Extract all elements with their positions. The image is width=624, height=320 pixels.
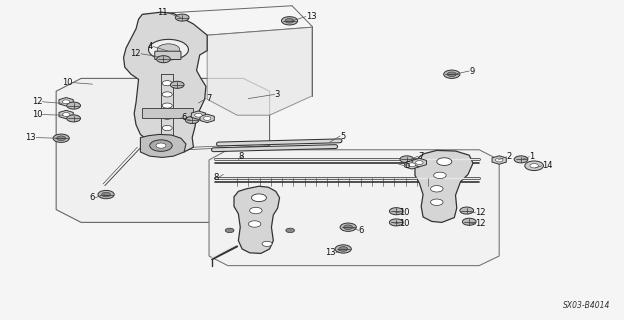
Text: 11: 11 — [157, 8, 167, 17]
Circle shape — [495, 158, 503, 162]
Circle shape — [340, 223, 356, 231]
Circle shape — [416, 161, 423, 164]
Text: 14: 14 — [542, 161, 552, 170]
Circle shape — [462, 218, 476, 225]
Circle shape — [67, 102, 80, 109]
Circle shape — [460, 207, 474, 214]
Circle shape — [400, 156, 414, 163]
Circle shape — [175, 14, 189, 21]
Circle shape — [250, 207, 262, 214]
Text: 10: 10 — [62, 78, 72, 87]
Polygon shape — [492, 156, 506, 164]
Circle shape — [530, 164, 539, 168]
Polygon shape — [207, 27, 312, 115]
Circle shape — [339, 247, 348, 251]
Circle shape — [157, 44, 180, 55]
Circle shape — [98, 190, 114, 199]
Text: 12: 12 — [32, 97, 42, 106]
Circle shape — [389, 219, 403, 226]
Circle shape — [389, 208, 403, 215]
Text: 6: 6 — [404, 161, 410, 170]
Circle shape — [53, 134, 69, 142]
Circle shape — [162, 114, 172, 119]
Circle shape — [185, 116, 199, 124]
Circle shape — [251, 194, 266, 202]
Text: 7: 7 — [418, 152, 424, 161]
Circle shape — [248, 221, 261, 227]
Circle shape — [162, 103, 172, 108]
Text: 10: 10 — [399, 208, 410, 217]
Circle shape — [150, 140, 172, 151]
Circle shape — [203, 116, 211, 120]
Text: 13: 13 — [325, 248, 336, 257]
Circle shape — [62, 113, 70, 116]
Circle shape — [62, 100, 70, 104]
Text: 12: 12 — [130, 49, 141, 58]
Circle shape — [431, 199, 443, 205]
Polygon shape — [140, 134, 186, 157]
Text: 6: 6 — [89, 193, 95, 202]
Circle shape — [262, 241, 272, 246]
Polygon shape — [59, 110, 73, 119]
Text: 10: 10 — [32, 110, 42, 119]
Text: 7: 7 — [206, 94, 212, 103]
Circle shape — [57, 136, 66, 140]
Polygon shape — [234, 186, 280, 253]
Circle shape — [408, 163, 416, 167]
Text: 13: 13 — [306, 12, 316, 21]
Polygon shape — [192, 111, 205, 119]
Circle shape — [149, 39, 188, 60]
Text: 2: 2 — [507, 152, 512, 161]
Polygon shape — [415, 150, 473, 222]
Circle shape — [281, 17, 298, 25]
Circle shape — [225, 228, 234, 233]
Text: 9: 9 — [469, 67, 474, 76]
Circle shape — [170, 81, 184, 88]
Circle shape — [156, 143, 166, 148]
Circle shape — [67, 115, 80, 122]
Text: 6: 6 — [359, 226, 364, 235]
Text: 4: 4 — [148, 42, 153, 51]
Circle shape — [447, 72, 456, 76]
Text: 13: 13 — [26, 133, 36, 142]
Circle shape — [434, 172, 446, 179]
Text: 1: 1 — [529, 152, 534, 161]
Circle shape — [286, 228, 295, 233]
Circle shape — [344, 225, 353, 229]
Polygon shape — [59, 98, 73, 106]
Circle shape — [525, 161, 544, 171]
Text: 10: 10 — [399, 220, 410, 228]
Circle shape — [162, 125, 172, 131]
Circle shape — [157, 56, 170, 63]
Polygon shape — [124, 12, 207, 152]
Text: SX03-B4014: SX03-B4014 — [563, 301, 610, 310]
Circle shape — [437, 158, 452, 165]
Circle shape — [444, 70, 460, 78]
Polygon shape — [405, 161, 419, 169]
FancyBboxPatch shape — [155, 51, 181, 60]
Polygon shape — [200, 114, 214, 123]
Polygon shape — [56, 78, 270, 222]
Text: 3: 3 — [275, 90, 280, 99]
Circle shape — [162, 81, 172, 86]
Text: 6: 6 — [181, 113, 187, 122]
Polygon shape — [412, 158, 426, 167]
Circle shape — [335, 245, 351, 253]
Text: 12: 12 — [475, 208, 486, 217]
Circle shape — [514, 156, 528, 163]
Circle shape — [285, 19, 294, 23]
Text: 5: 5 — [340, 132, 345, 140]
Text: 8: 8 — [238, 152, 243, 161]
Circle shape — [195, 113, 202, 117]
Text: 12: 12 — [475, 220, 486, 228]
Circle shape — [162, 92, 172, 97]
Text: 8: 8 — [213, 173, 218, 182]
Circle shape — [431, 186, 443, 192]
Polygon shape — [209, 150, 499, 266]
Circle shape — [102, 192, 110, 197]
Polygon shape — [142, 108, 193, 118]
